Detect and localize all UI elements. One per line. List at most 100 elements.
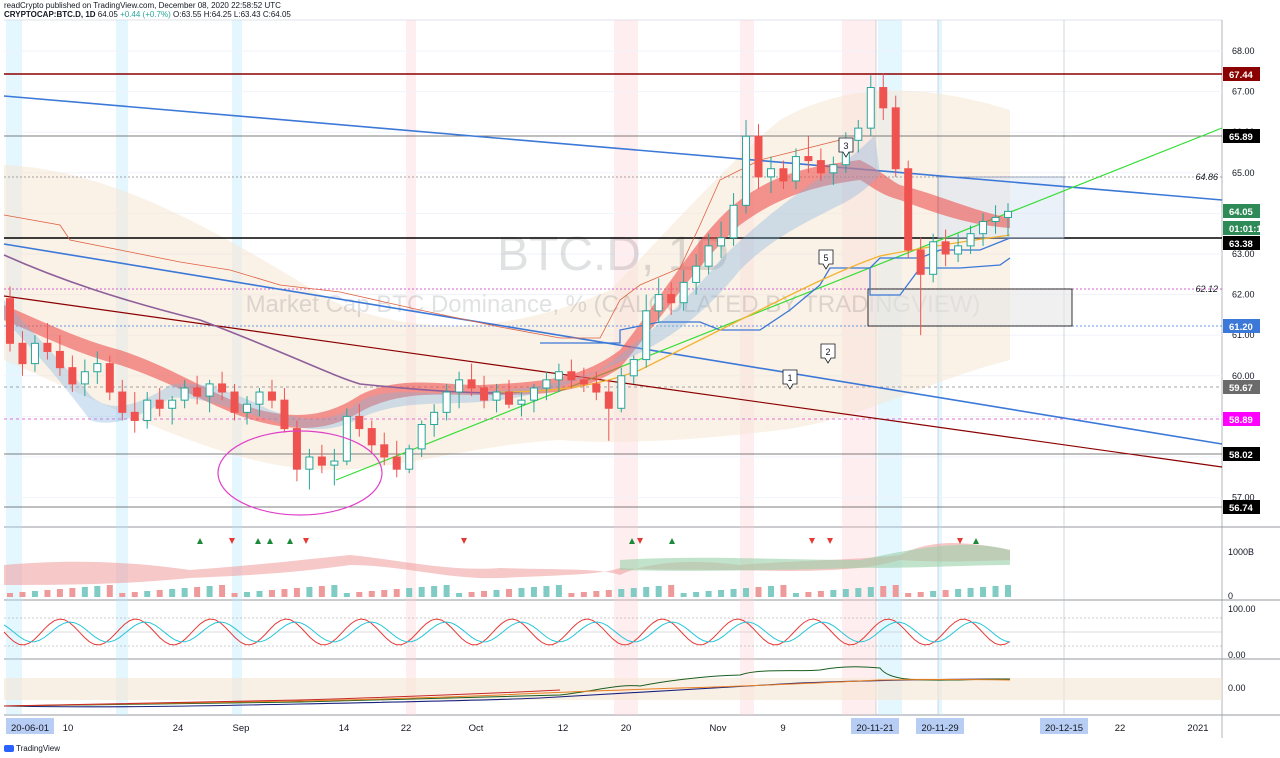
volume-bar [593, 591, 600, 597]
price-label: 58.89 [1229, 415, 1253, 426]
y-tick-label: 67.00 [1232, 87, 1255, 97]
candle [754, 124, 763, 190]
candle [68, 355, 77, 393]
volume-bar [56, 589, 63, 597]
x-tick-label: 20-12-15 [1045, 723, 1083, 734]
oscillator-pane: 100.00 0.00 [3, 604, 1256, 660]
price-label: 59.67 [1229, 383, 1253, 394]
candle [966, 225, 975, 254]
volume-bar [842, 589, 849, 597]
x-tick-label: 9 [780, 723, 785, 734]
candle [554, 363, 563, 393]
signal-triangle [957, 538, 963, 544]
candle [604, 379, 613, 441]
candle [779, 160, 788, 190]
volume-bar [705, 591, 712, 597]
tradingview-brand[interactable]: TradingView [4, 744, 60, 753]
volume-bar [144, 591, 151, 597]
volume-bar [231, 593, 238, 597]
candle [130, 392, 139, 433]
candle [118, 379, 127, 421]
candle [105, 355, 114, 401]
y-tick-label: 61.00 [1232, 330, 1255, 340]
candle [292, 420, 301, 482]
x-tick-label: 20 [621, 723, 632, 734]
signal-triangle [629, 538, 635, 544]
price-label: 65.89 [1229, 132, 1253, 143]
price-label-bg [1223, 129, 1260, 143]
price-label-bg [1223, 319, 1260, 333]
candle [742, 120, 751, 214]
candle [629, 355, 638, 384]
volume-bar [855, 588, 862, 597]
price-label: 63.38 [1229, 239, 1253, 250]
x-tick-highlight [1040, 718, 1088, 734]
volume-bar [1005, 585, 1011, 597]
candle [55, 335, 64, 376]
volume-bar [131, 592, 138, 597]
annotation-circle [217, 430, 383, 516]
candle [230, 383, 239, 421]
volume-bar [530, 587, 537, 597]
signal-triangle [461, 538, 467, 544]
volume-bar [456, 593, 463, 597]
volume-pane: 1000B 0 [4, 543, 1254, 601]
y-tick-label: 68.00 [1232, 46, 1255, 56]
candle [30, 335, 39, 372]
candle [267, 379, 276, 409]
volume-bar [680, 593, 687, 597]
y-tick-label: 57.00 [1232, 493, 1255, 503]
candle [517, 392, 526, 417]
signal-triangle [229, 538, 235, 544]
signal-markers [197, 538, 979, 544]
candle [791, 148, 800, 190]
y-tick-label: 65.00 [1232, 168, 1255, 178]
volume-bar [206, 586, 213, 597]
wave-marker-label: 1 [787, 373, 792, 383]
volume-bar [780, 585, 787, 597]
price-label-bg [1223, 380, 1260, 394]
candle [193, 375, 202, 405]
signal-triangle [267, 538, 273, 544]
price-label-bg [1223, 236, 1260, 250]
candle [467, 363, 476, 397]
candle [891, 95, 900, 177]
wave-marker-label: 3 [843, 141, 848, 151]
signal-triangle [827, 538, 833, 544]
signal-triangle [669, 538, 675, 544]
wave-marker: 5 [818, 249, 834, 270]
signal-triangle [255, 538, 261, 544]
candle [442, 383, 451, 421]
volume-bar [406, 588, 413, 597]
price-label: 01:01:10 [1229, 224, 1267, 235]
price-label-bg [1223, 67, 1260, 81]
volume-bar [493, 590, 500, 597]
price-label-bg [1223, 204, 1260, 218]
price-label: 61.20 [1229, 322, 1253, 333]
volume-bar [69, 588, 76, 597]
publisher-line: readCrypto published on TradingView.com,… [4, 1, 281, 10]
candle [654, 278, 663, 324]
chart-frame [4, 19, 1280, 738]
volume-bar [518, 588, 525, 597]
volume-bar [767, 586, 774, 597]
signal-triangle [637, 538, 643, 544]
candle [866, 75, 875, 137]
x-tick-highlight [6, 718, 54, 734]
trend-lines [3, 95, 1223, 481]
x-axis: 20-06-01 10 24 Sep 14 22 Oct 12 20 Nov 9 20-11-21 20… [6, 718, 1209, 734]
y-tick-label: 62.00 [1232, 290, 1255, 300]
candle [904, 160, 913, 259]
osc-tick-top: 100.00 [1228, 604, 1256, 614]
volume-bar [955, 589, 962, 597]
x-tick-label: Sep [233, 723, 250, 734]
volume-bar [730, 589, 737, 597]
candle [542, 371, 551, 401]
volume-bar [655, 586, 662, 597]
volume-bar [256, 591, 263, 597]
symbol-name: CRYPTOCAP:BTC.D, 1D [4, 10, 96, 19]
x-tick-highlight [851, 718, 899, 734]
inline-label-lower: 62.12 [1195, 284, 1218, 294]
volume-bar [568, 593, 575, 597]
